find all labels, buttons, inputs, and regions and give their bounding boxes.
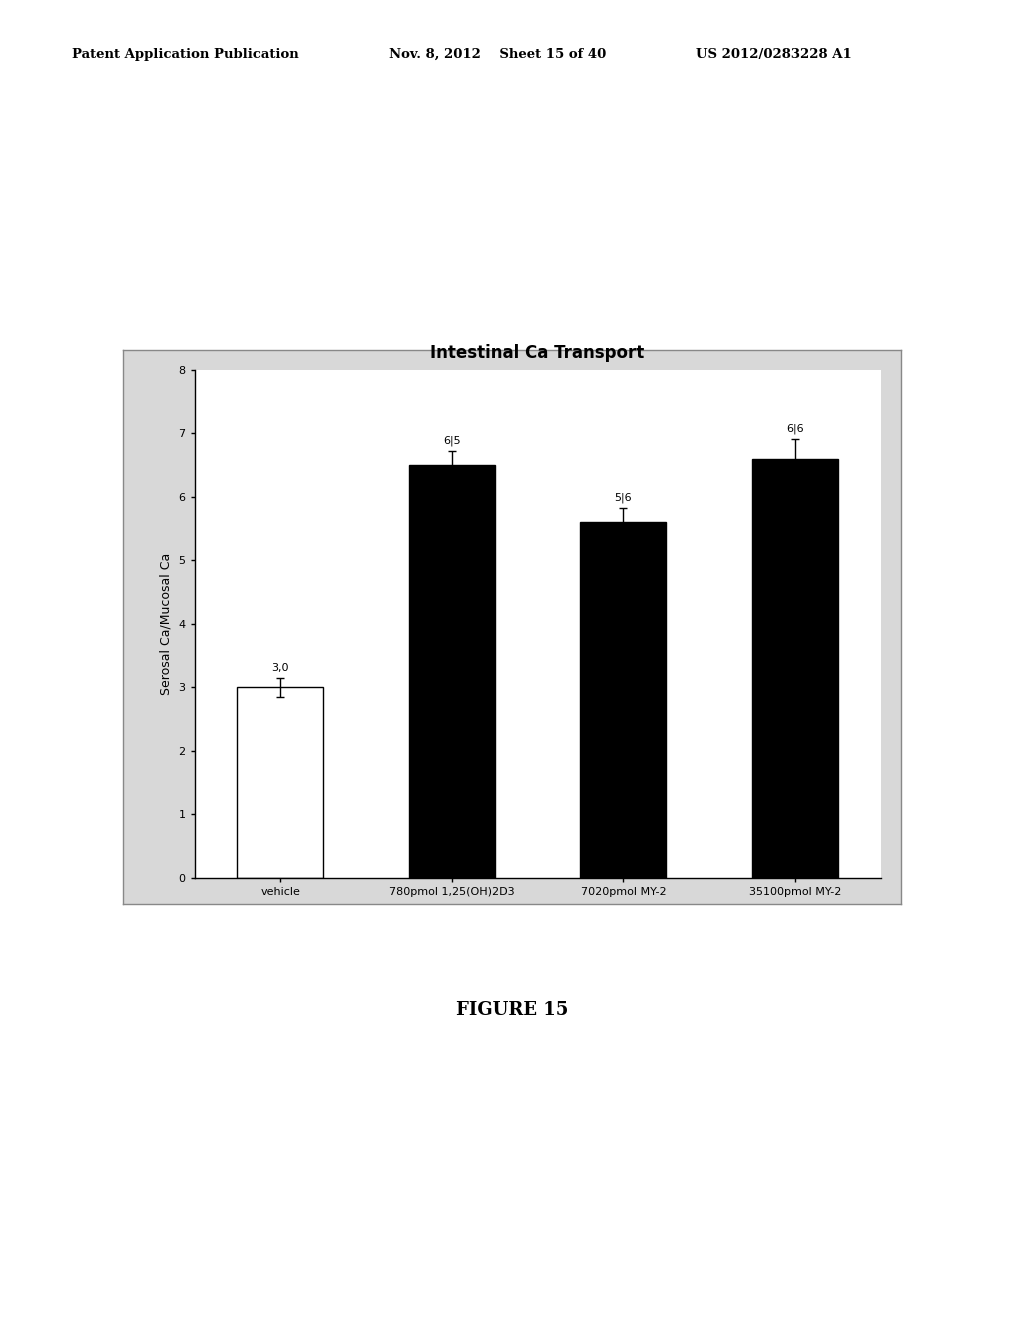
Text: Nov. 8, 2012    Sheet 15 of 40: Nov. 8, 2012 Sheet 15 of 40 (389, 48, 606, 61)
Text: 6|6: 6|6 (786, 424, 804, 434)
Title: Intestinal Ca Transport: Intestinal Ca Transport (430, 345, 645, 363)
Bar (409, 465, 495, 878)
Text: 6|5: 6|5 (443, 436, 461, 446)
Y-axis label: Serosal Ca/Mucosal Ca: Serosal Ca/Mucosal Ca (160, 553, 173, 694)
Text: 5|6: 5|6 (614, 492, 632, 503)
Text: US 2012/0283228 A1: US 2012/0283228 A1 (696, 48, 852, 61)
Text: FIGURE 15: FIGURE 15 (456, 1001, 568, 1019)
Bar (752, 458, 838, 878)
Text: Patent Application Publication: Patent Application Publication (72, 48, 298, 61)
Bar (581, 521, 667, 878)
Bar (238, 688, 324, 878)
Text: 3,0: 3,0 (271, 663, 289, 673)
